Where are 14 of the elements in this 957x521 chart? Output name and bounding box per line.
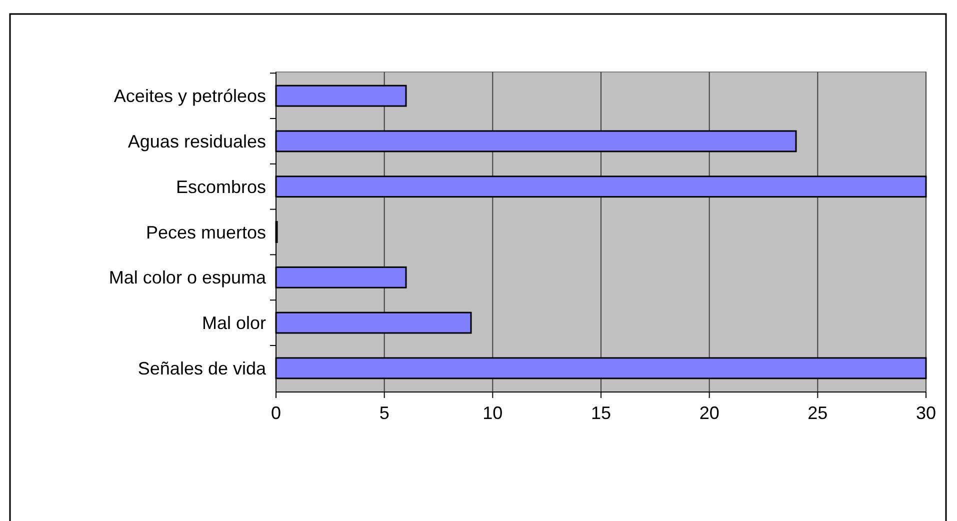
y-tick-label: Aguas residuales (128, 132, 266, 152)
x-tick-label: 20 (699, 403, 720, 423)
x-tick-label: 5 (379, 403, 390, 423)
x-tick-label: 0 (270, 403, 282, 423)
x-tick-label: 25 (808, 403, 828, 423)
x-tick-label: 15 (590, 403, 612, 423)
y-tick-label: Aceites y petróleos (114, 86, 266, 106)
y-tick-label: Escombros (176, 176, 266, 197)
y-tick-label: Mal color o espuma (108, 268, 267, 288)
x-tick-label: 10 (482, 403, 503, 423)
x-tick-label: 30 (916, 403, 936, 423)
y-tick-label: Señales de vida (138, 358, 267, 378)
y-tick-label: Mal olor (202, 313, 266, 334)
y-tick-label: Peces muertos (146, 222, 266, 242)
